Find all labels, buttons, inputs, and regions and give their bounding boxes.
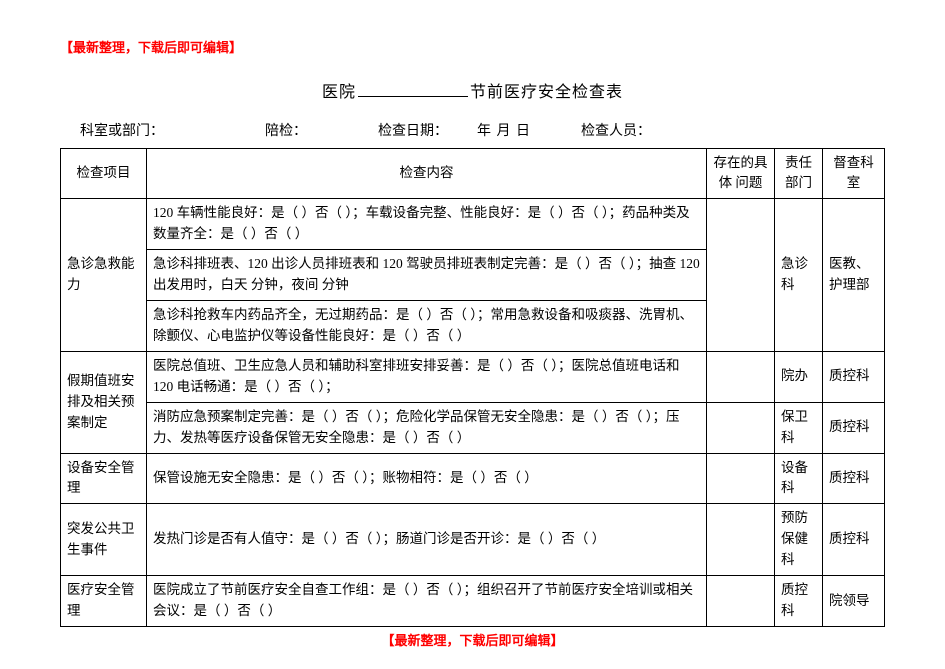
cell-dept: 保卫科 bbox=[775, 402, 823, 453]
meta-accompany-label: 陪检： bbox=[265, 124, 307, 139]
table-row: 消防应急预案制定完善：是（ ）否（ ）；危险化学品保管无安全隐患：是（ ）否（ … bbox=[61, 402, 885, 453]
table-row: 设备安全管理 保管设施无安全隐患：是（ ）否（ ）；账物相符：是（ ）否（ ） … bbox=[61, 453, 885, 504]
cell-content: 急诊科抢救车内药品齐全，无过期药品：是（ ）否（ ）；常用急救设备和吸痰器、洗胃… bbox=[147, 301, 707, 352]
th-dept: 责任部门 bbox=[775, 148, 823, 199]
bottom-notice: 【最新整理，下载后即可编辑】 bbox=[60, 631, 885, 651]
cell-super: 医教、护理部 bbox=[823, 199, 885, 352]
cell-content: 消防应急预案制定完善：是（ ）否（ ）；危险化学品保管无安全隐患：是（ ）否（ … bbox=[147, 402, 707, 453]
cell-super: 质控科 bbox=[823, 504, 885, 576]
title-prefix: 医院 bbox=[322, 84, 356, 101]
cell-item: 急诊急救能力 bbox=[61, 199, 147, 352]
cell-problem bbox=[707, 351, 775, 402]
cell-dept: 质控科 bbox=[775, 576, 823, 627]
table-row: 急诊急救能力 120 车辆性能良好：是（ ）否（ ）；车载设备完整、性能良好：是… bbox=[61, 199, 885, 250]
cell-item: 医疗安全管理 bbox=[61, 576, 147, 627]
inspection-table: 检查项目 检查内容 存在的具体 问题 责任部门 督查科室 急诊急救能力 120 … bbox=[60, 148, 885, 628]
cell-item: 突发公共卫生事件 bbox=[61, 504, 147, 576]
cell-super: 院领导 bbox=[823, 576, 885, 627]
cell-item: 设备安全管理 bbox=[61, 453, 147, 504]
cell-problem bbox=[707, 504, 775, 576]
table-row: 医疗安全管理 医院成立了节前医疗安全自查工作组：是（ ）否（ ）；组织召开了节前… bbox=[61, 576, 885, 627]
cell-content: 发热门诊是否有人值守：是（ ）否（ ）；肠道门诊是否开诊：是（ ）否（ ） bbox=[147, 504, 707, 576]
table-row: 突发公共卫生事件 发热门诊是否有人值守：是（ ）否（ ）；肠道门诊是否开诊：是（… bbox=[61, 504, 885, 576]
cell-content: 120 车辆性能良好：是（ ）否（ ）；车载设备完整、性能良好：是（ ）否（ ）… bbox=[147, 199, 707, 250]
cell-content: 医院成立了节前医疗安全自查工作组：是（ ）否（ ）；组织召开了节前医疗安全培训或… bbox=[147, 576, 707, 627]
cell-content: 急诊科排班表、120 出诊人员排班表和 120 驾驶员排班表制定完善：是（ ）否… bbox=[147, 250, 707, 301]
cell-dept: 急诊科 bbox=[775, 199, 823, 352]
meta-dept-label: 科室或部门： bbox=[80, 124, 164, 139]
th-problem: 存在的具体 问题 bbox=[707, 148, 775, 199]
cell-dept: 设备科 bbox=[775, 453, 823, 504]
cell-problem bbox=[707, 576, 775, 627]
title-blank-underline bbox=[358, 80, 468, 97]
cell-content: 医院总值班、卫生应急人员和辅助科室排班安排妥善：是（ ）否（ ）；医院总值班电话… bbox=[147, 351, 707, 402]
cell-dept: 预防保健科 bbox=[775, 504, 823, 576]
cell-dept: 院办 bbox=[775, 351, 823, 402]
cell-super: 质控科 bbox=[823, 453, 885, 504]
cell-super: 质控科 bbox=[823, 351, 885, 402]
cell-problem bbox=[707, 453, 775, 504]
th-content: 检查内容 bbox=[147, 148, 707, 199]
top-notice: 【最新整理，下载后即可编辑】 bbox=[60, 38, 885, 58]
meta-inspector-label: 检查人员： bbox=[581, 124, 651, 139]
document-title: 医院 节前医疗安全检查表 bbox=[60, 80, 885, 105]
meta-line: 科室或部门： 陪检： 检查日期： 年 月 日 检查人员： bbox=[60, 121, 885, 142]
th-super: 督查科室 bbox=[823, 148, 885, 199]
cell-content: 保管设施无安全隐患：是（ ）否（ ）；账物相符：是（ ）否（ ） bbox=[147, 453, 707, 504]
cell-problem bbox=[707, 402, 775, 453]
cell-super: 质控科 bbox=[823, 402, 885, 453]
th-item: 检查项目 bbox=[61, 148, 147, 199]
cell-item: 假期值班安排及相关预案制定 bbox=[61, 351, 147, 453]
meta-date-label: 检查日期： bbox=[378, 124, 448, 139]
cell-problem bbox=[707, 199, 775, 352]
table-header-row: 检查项目 检查内容 存在的具体 问题 责任部门 督查科室 bbox=[61, 148, 885, 199]
table-row: 假期值班安排及相关预案制定 医院总值班、卫生应急人员和辅助科室排班安排妥善：是（… bbox=[61, 351, 885, 402]
title-suffix: 节前医疗安全检查表 bbox=[470, 84, 623, 101]
meta-date-value: 年 月 日 bbox=[477, 124, 530, 139]
